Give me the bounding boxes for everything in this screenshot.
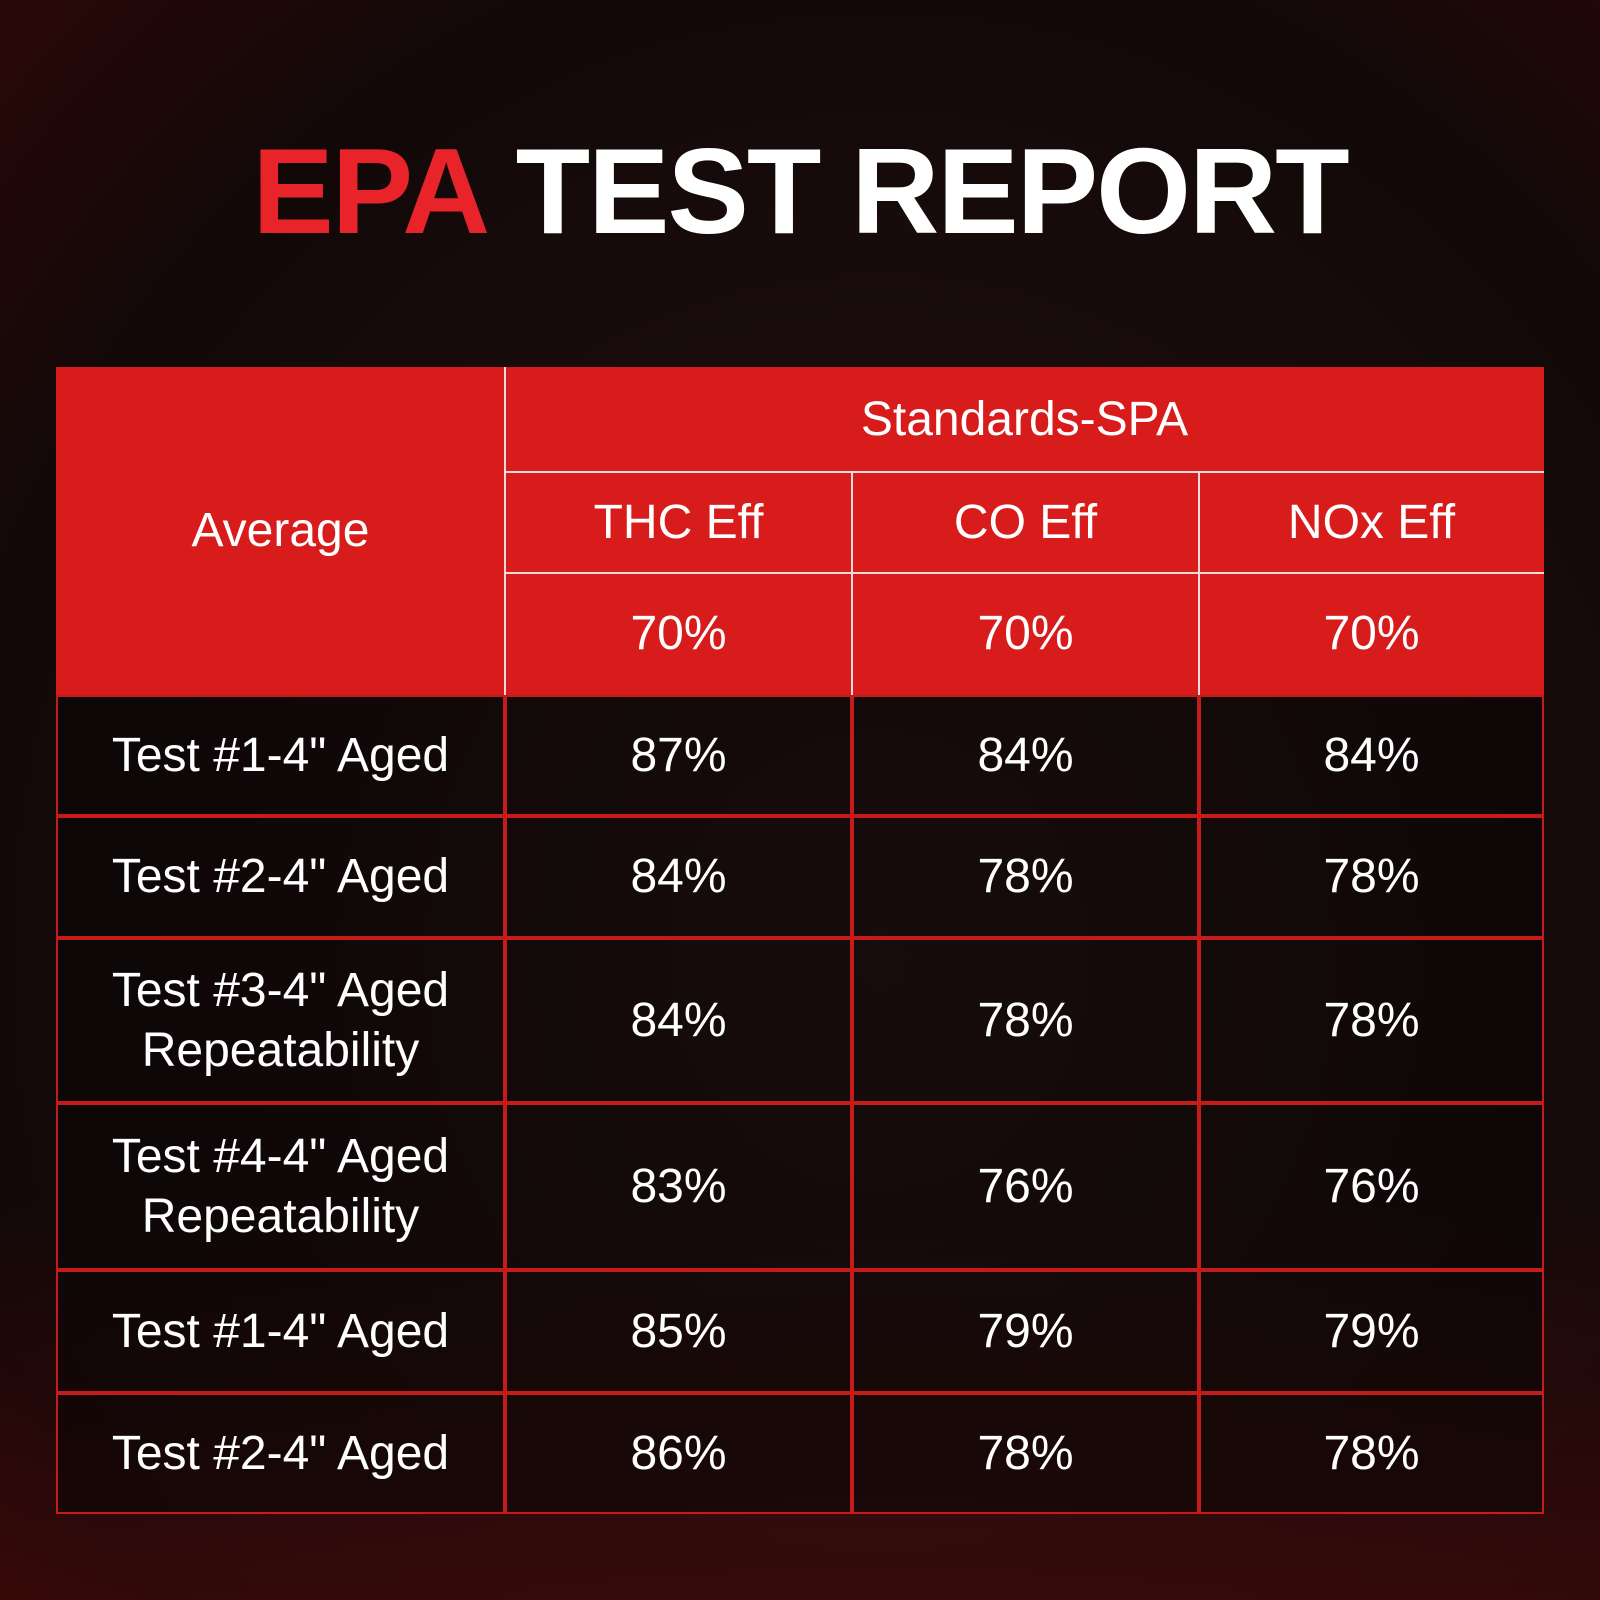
table-cell-text: 85% [630, 1304, 727, 1358]
table-cell-text: 78% [977, 993, 1074, 1047]
table-cell: 78% [852, 938, 1199, 1103]
divider [505, 471, 1544, 473]
table-cell: 76% [1199, 1103, 1544, 1270]
row-label: Test #4-4" Aged Repeatability [56, 1103, 505, 1270]
divider [851, 472, 853, 695]
table-cell-text: 84% [630, 850, 727, 903]
divider [504, 367, 506, 695]
column-header: THC Eff [505, 472, 852, 573]
row-label: Test #1-4" Aged [56, 695, 505, 816]
table-cell-text: 84% [977, 728, 1074, 782]
results-table: Average Standards-SPA THC Eff 70% CO Eff 70% N… [56, 367, 1544, 1514]
row-label-text: Test #3-4" Aged Repeatability [111, 963, 450, 1077]
table-cell: 78% [852, 816, 1199, 938]
table-cell: 84% [1199, 695, 1544, 816]
table-cell: 85% [505, 1270, 852, 1393]
table-cell-text: 78% [1323, 1426, 1420, 1480]
table-cell: 83% [505, 1103, 852, 1270]
standard-value-text: 70% [630, 607, 727, 660]
standard-value: 70% [505, 573, 852, 695]
table-cell-text: 84% [630, 993, 727, 1047]
table-cell: 87% [505, 695, 852, 816]
table-cell: 79% [1199, 1270, 1544, 1393]
row-label: Test #2-4" Aged [56, 1393, 505, 1514]
row-label: Test #3-4" Aged Repeatability [56, 938, 505, 1103]
table-cell-text: 86% [630, 1426, 727, 1480]
row-label-text: Test #1-4" Aged [111, 728, 450, 782]
table-cell: 78% [852, 1393, 1199, 1514]
row-label-text: Test #4-4" Aged Repeatability [111, 1129, 450, 1243]
table-cell: 78% [1199, 816, 1544, 938]
table-cell-text: 87% [630, 728, 727, 782]
row-label: Test #1-4" Aged [56, 1270, 505, 1393]
table-cell-text: 78% [977, 1426, 1074, 1480]
row-label-text: Test #2-4" Aged [111, 1426, 450, 1480]
table-cell: 78% [1199, 938, 1544, 1103]
divider [505, 572, 1544, 574]
group-header-cell-text: Standards-SPA [860, 392, 1189, 446]
title-rest: TEST REPORT [515, 123, 1350, 259]
table-cell-text: 78% [1323, 993, 1420, 1047]
page-title: EPA TEST REPORT [0, 118, 1600, 264]
table-cell-text: 83% [630, 1159, 727, 1213]
column-header-text: CO Eff [953, 495, 1098, 549]
row-header-cell-text: Average [191, 504, 370, 557]
table-cell-text: 78% [977, 850, 1074, 903]
row-label-text: Test #1-4" Aged [111, 1304, 450, 1358]
table-cell: 79% [852, 1270, 1199, 1393]
column-header-text: NOx Eff [1287, 495, 1456, 549]
group-header-cell: Standards-SPA [505, 367, 1544, 472]
standard-value-text: 70% [1323, 607, 1420, 660]
table-cell-text: 76% [977, 1159, 1074, 1213]
column-header: NOx Eff [1199, 472, 1544, 573]
table-cell-text: 79% [977, 1304, 1074, 1358]
standard-value: 70% [1199, 573, 1544, 695]
table-cell-text: 79% [1323, 1304, 1420, 1358]
table-cell: 84% [852, 695, 1199, 816]
standard-value-text: 70% [977, 607, 1074, 660]
table-cell-text: 78% [1323, 850, 1420, 903]
table-cell: 84% [505, 816, 852, 938]
column-header-text: THC Eff [593, 495, 764, 549]
row-label-text: Test #2-4" Aged [111, 850, 450, 903]
table-cell: 84% [505, 938, 852, 1103]
row-label: Test #2-4" Aged [56, 816, 505, 938]
table-cell: 78% [1199, 1393, 1544, 1514]
column-header: CO Eff [852, 472, 1199, 573]
table-cell-text: 76% [1323, 1159, 1420, 1213]
title-highlight: EPA [252, 123, 485, 259]
table-cell: 76% [852, 1103, 1199, 1270]
row-header-cell: Average [56, 367, 505, 695]
table-cell: 86% [505, 1393, 852, 1514]
table-cell-text: 84% [1323, 728, 1420, 782]
standard-value: 70% [852, 573, 1199, 695]
divider [1198, 472, 1200, 695]
